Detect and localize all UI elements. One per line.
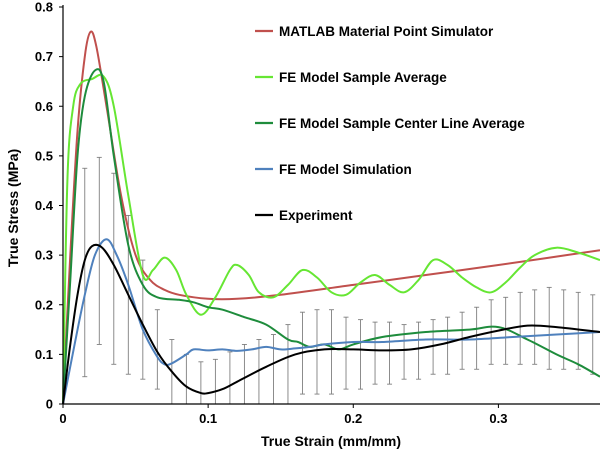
- axes: [62, 5, 600, 405]
- legend-label: FE Model Simulation: [279, 162, 412, 177]
- x-tick-label: 0.3: [489, 411, 507, 426]
- x-tick-label: 0.2: [344, 411, 362, 426]
- legend-label: MATLAB Material Point Simulator: [279, 24, 494, 39]
- series-line-matlab-material-point-simulator: [62, 30, 600, 405]
- series-lines: [62, 30, 600, 405]
- legend-label: Experiment: [279, 208, 353, 223]
- series-line-fe-model-sample-center-line-average: [62, 68, 600, 405]
- y-tick-label: 0.4: [35, 198, 54, 213]
- x-tick-label: 0.1: [199, 411, 217, 426]
- y-tick-label: 0.8: [35, 0, 53, 15]
- y-tick-label: 0.6: [35, 99, 53, 114]
- legend-label: FE Model Sample Average: [279, 70, 447, 85]
- y-axis-title: True Stress (MPa): [5, 149, 21, 267]
- series-line-fe-model-sample-average: [62, 73, 600, 405]
- y-tick-label: 0: [46, 397, 53, 412]
- y-tick-label: 0.7: [35, 49, 53, 64]
- y-tick-label: 0.5: [35, 148, 53, 163]
- series-line-fe-model-simulation: [62, 238, 600, 405]
- legend-label: FE Model Sample Center Line Average: [279, 116, 525, 131]
- error-bars: [82, 156, 596, 405]
- ticks: 0 0.1 0.2 0.3 0.4 0.5 0.6 0.7 0.8 0 0.1 0.2 0.3: [35, 0, 508, 426]
- y-tick-label: 0.1: [35, 347, 53, 362]
- x-tick-label: 0: [59, 411, 66, 426]
- series-line-experiment: [62, 243, 600, 405]
- y-tick-label: 0.3: [35, 248, 53, 263]
- x-axis-title: True Strain (mm/mm): [261, 433, 401, 449]
- legend: MATLAB Material Point Simulator FE Model …: [255, 24, 525, 223]
- y-tick-label: 0.2: [35, 297, 53, 312]
